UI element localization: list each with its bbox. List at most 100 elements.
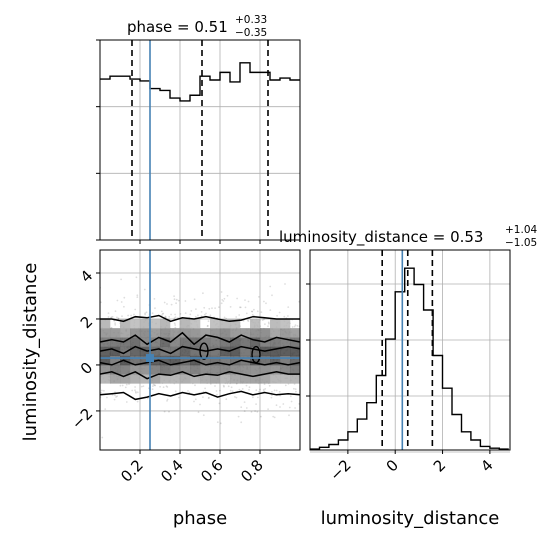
joint-scatter-point: [174, 390, 177, 393]
joint-scatter-point: [163, 301, 166, 304]
joint-density-cell: [170, 355, 181, 366]
distance-x-tick-labels: −2 0 2 4: [326, 456, 496, 484]
joint-density-cell: [280, 318, 291, 329]
joint-scatter-point: [114, 310, 117, 313]
joint-scatter-point: [208, 396, 210, 399]
joint-panel: 0.2 0.4 0.6 0.8 −2 0 2 4 phase luminosity_dist…: [20, 249, 301, 529]
joint-scatter-point: [282, 403, 285, 405]
joint-density-cell: [200, 374, 211, 384]
joint-scatter-point: [125, 401, 128, 403]
joint-scatter-point: [168, 410, 170, 413]
joint-scatter-point: [153, 298, 156, 300]
joint-density-cell: [190, 374, 201, 384]
joint-density-cell: [130, 318, 141, 329]
joint-scatter-point: [107, 312, 110, 314]
joint-scatter-point: [261, 319, 264, 321]
joint-density-cell: [150, 364, 161, 375]
joint-density-cell: [230, 364, 241, 375]
joint-scatter-point: [288, 406, 291, 409]
joint-scatter-point: [190, 310, 193, 312]
joint-density-cell: [100, 318, 111, 329]
x-axis-label-distance: luminosity_distance: [321, 508, 500, 529]
joint-density-cell: [160, 318, 171, 329]
joint-scatter-point: [268, 322, 270, 325]
joint-scatter-point: [107, 316, 110, 318]
joint-scatter-point: [162, 386, 165, 389]
joint-scatter-point: [173, 295, 176, 297]
joint-density-cell: [210, 346, 221, 357]
joint-scatter-point: [159, 385, 162, 388]
joint-scatter-point: [121, 384, 124, 387]
joint-scatter-point: [193, 298, 196, 301]
joint-density-cell: [200, 364, 211, 375]
joint-scatter-point: [226, 294, 229, 297]
joint-x-tick-label: 0.2: [117, 456, 147, 486]
joint-scatter-point: [144, 313, 147, 316]
joint-density-cell: [190, 318, 201, 329]
joint-scatter-point: [244, 306, 247, 309]
joint-scatter-point: [134, 386, 137, 388]
joint-scatter-point: [230, 386, 233, 389]
distance-marginal-tick-marks: [306, 283, 491, 454]
joint-scatter-point: [123, 296, 126, 299]
joint-density-cell: [120, 328, 131, 338]
joint-scatter-point: [116, 299, 119, 302]
joint-scatter-point: [247, 300, 250, 303]
joint-y-tick-labels: −2 0 2 4: [68, 267, 96, 433]
joint-density-cell: [110, 346, 121, 357]
phase-quantile-lines: [131, 40, 269, 240]
distance-x-tick-label: 0: [383, 456, 402, 475]
joint-density-cell: [110, 374, 121, 384]
joint-density-cell: [190, 337, 201, 347]
joint-scatter-point: [207, 397, 210, 399]
joint-density-cell: [160, 374, 171, 384]
joint-scatter-point: [200, 315, 203, 318]
joint-scatter-point: [267, 325, 269, 328]
joint-scatter-point: [267, 408, 269, 410]
joint-scatter-point: [194, 315, 197, 318]
joint-scatter-point: [283, 315, 286, 318]
joint-scatter-point: [116, 316, 118, 319]
joint-scatter-point: [238, 314, 241, 316]
joint-scatter-point: [164, 315, 167, 318]
joint-density-cell: [180, 337, 191, 347]
joint-density-cell: [260, 364, 271, 375]
joint-density-cell: [210, 318, 221, 329]
joint-scatter-point: [243, 410, 246, 412]
joint-density-cell: [270, 318, 281, 329]
joint-density-cell: [110, 364, 121, 375]
joint-scatter-point: [177, 299, 180, 302]
joint-scatter-point: [245, 407, 248, 409]
joint-scatter-point: [223, 385, 225, 388]
joint-scatter-point: [278, 311, 281, 314]
joint-scatter-point: [225, 398, 228, 401]
joint-density-cell: [120, 346, 131, 357]
joint-scatter-point: [154, 307, 156, 310]
joint-scatter-point: [123, 305, 125, 308]
distance-histogram: [310, 267, 509, 450]
joint-scatter-point: [166, 303, 168, 305]
joint-density-cell: [250, 346, 261, 357]
joint-scatter-point: [166, 400, 168, 402]
joint-density-cell: [140, 318, 151, 329]
joint-scatter-point: [203, 306, 206, 309]
joint-scatter-point: [275, 404, 278, 407]
joint-scatter-point: [256, 410, 259, 413]
joint-scatter-point: [154, 384, 157, 387]
joint-scatter-point: [239, 306, 242, 309]
joint-scatter-point: [173, 317, 176, 319]
joint-x-tick-label: 0.6: [197, 456, 227, 486]
joint-density-cell: [140, 328, 151, 338]
joint-scatter-point: [278, 390, 281, 393]
contour-inner-lower: [100, 359, 300, 366]
joint-scatter-point: [240, 406, 243, 409]
joint-scatter-point: [115, 396, 117, 398]
joint-density-cell: [100, 364, 111, 375]
joint-density-cell: [290, 364, 300, 375]
joint-scatter-point: [134, 308, 137, 311]
joint-scatter-point: [114, 323, 117, 326]
joint-density-cell: [240, 374, 251, 384]
joint-density-cell: [170, 337, 181, 347]
phase-histogram: [100, 62, 300, 102]
joint-scatter-point: [221, 299, 224, 301]
